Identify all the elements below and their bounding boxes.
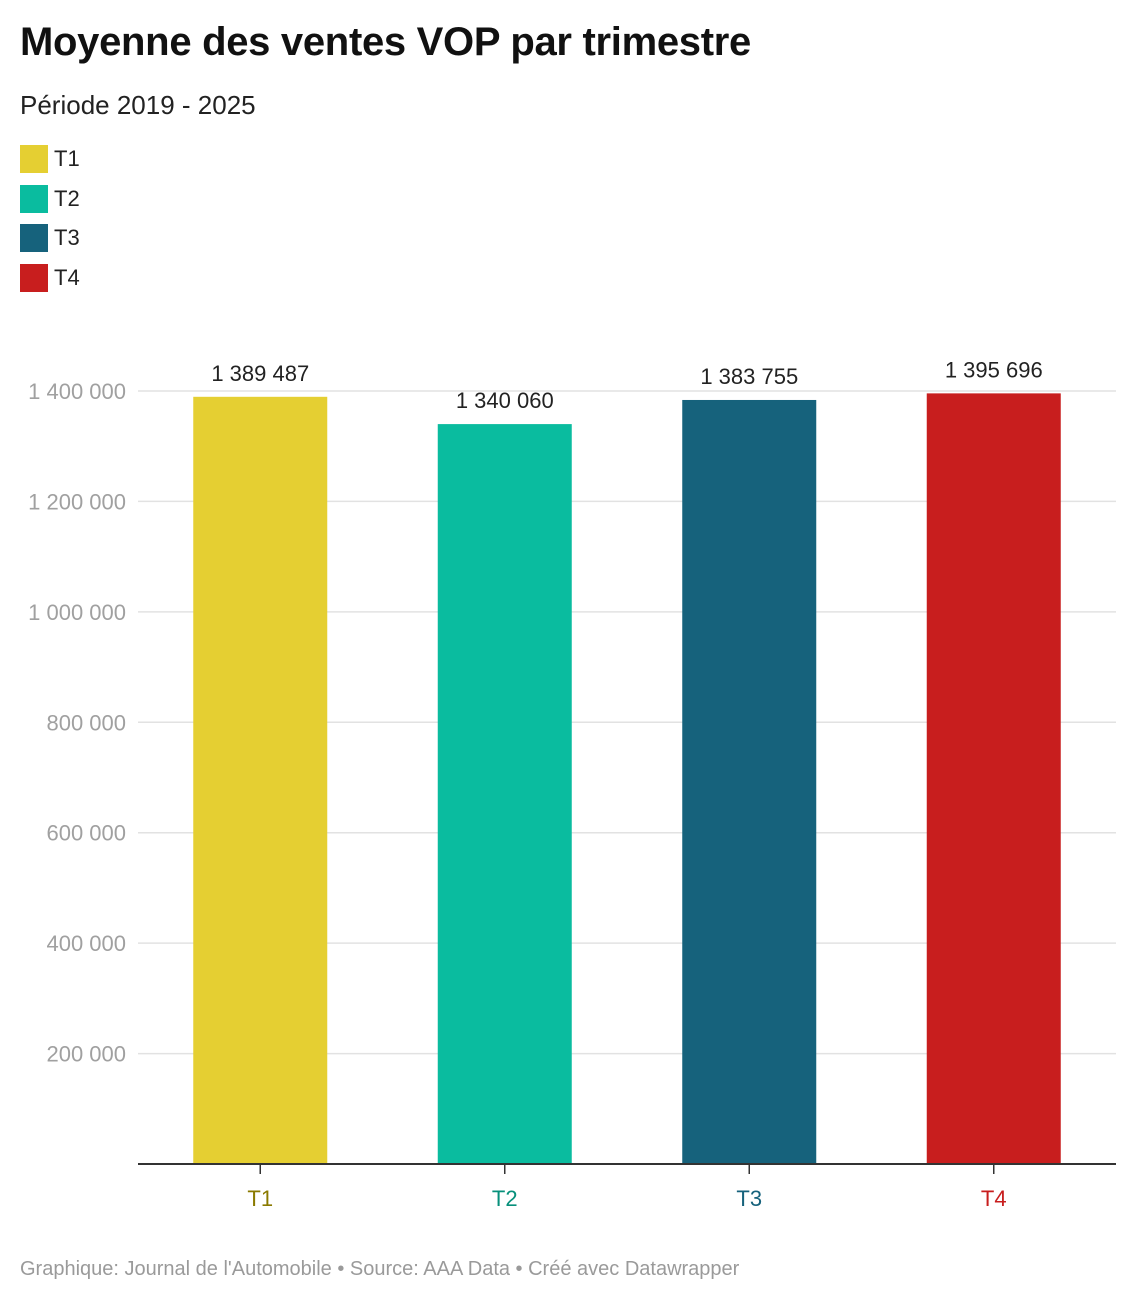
chart-title: Moyenne des ventes VOP par trimestre [20, 20, 751, 64]
y-tick-label: 200 000 [46, 1042, 126, 1067]
legend-item-t3: T3 [20, 224, 80, 252]
y-tick-label: 600 000 [46, 821, 126, 846]
bar-value-label: 1 395 696 [945, 357, 1043, 382]
bar-t1 [193, 396, 328, 1164]
legend: T1 T2 T3 T4 [20, 145, 80, 303]
legend-swatch [20, 145, 48, 173]
x-tick-label: T1 [247, 1186, 273, 1211]
legend-swatch [20, 184, 48, 213]
bar-value-label: 1 389 487 [211, 361, 309, 386]
y-tick-label: 1 400 000 [28, 379, 126, 404]
y-tick-label: 1 200 000 [28, 489, 126, 514]
x-tick-label: T2 [492, 1186, 518, 1211]
y-tick-label: 400 000 [46, 931, 126, 956]
chart-subtitle: Période 2019 - 2025 [20, 90, 256, 120]
legend-swatch [20, 263, 48, 292]
y-tick-label: 800 000 [46, 710, 126, 735]
bar-value-label: 1 383 755 [700, 364, 798, 389]
legend-label: T3 [54, 225, 80, 250]
legend-label: T4 [54, 264, 80, 290]
legend-label: T2 [54, 185, 80, 211]
footer-credits: Graphique: Journal de l'Automobile • Sou… [20, 1258, 740, 1280]
legend-item-t1: T1 [20, 145, 80, 173]
legend-swatch [20, 224, 48, 252]
x-tick-label: T4 [981, 1186, 1007, 1211]
bar-t4 [926, 393, 1061, 1164]
legend-item-t2: T2 [20, 184, 80, 213]
bar-t2 [437, 424, 572, 1164]
x-tick-label: T3 [736, 1186, 762, 1211]
legend-item-t4: T4 [20, 263, 80, 292]
y-tick-label: 1 000 000 [28, 600, 126, 625]
bar-value-label: 1 340 060 [456, 388, 554, 413]
legend-label: T1 [54, 146, 80, 171]
bar-t3 [682, 399, 817, 1164]
